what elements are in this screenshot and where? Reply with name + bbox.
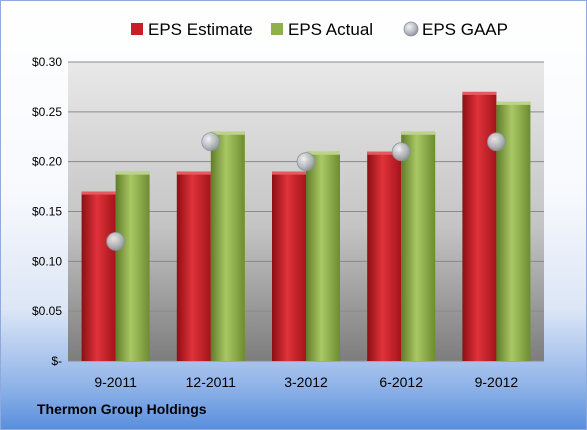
bar-eps-actual [306,151,340,361]
x-tick-label: 12-2011 [186,374,237,390]
x-tick-label: 9-2011 [94,374,137,390]
bar-top-eps-estimate [272,171,306,175]
bar-top-eps-actual [401,131,436,135]
bar-eps-actual [115,171,150,361]
bar-top-eps-estimate [81,191,116,195]
company-name: Thermon Group Holdings [37,401,207,417]
legend: EPS Estimate EPS Actual EPS GAAP [131,20,508,39]
plot-area: $- $0.05 $0.10 $0.15 $0.20 $0.25 $0.30 9-2011 12… [32,55,544,390]
bar-eps-estimate [367,151,402,361]
legend-label: EPS Actual [288,20,373,39]
marker-eps-gaap [106,231,125,251]
y-tick-label: $- [51,354,62,368]
bar-top-eps-estimate [367,151,402,155]
marker-eps-gaap [486,132,506,152]
bar-eps-estimate [462,91,497,362]
x-tick-label: 3-2012 [284,374,328,390]
marker-eps-gaap [296,152,316,172]
x-tick-label: 9-2012 [475,374,519,390]
y-tick-label: $0.30 [32,55,62,69]
x-tick-label: 6-2012 [379,374,423,390]
bar-eps-estimate [272,171,306,361]
y-tick-label: $0.20 [32,155,62,169]
legend-label: EPS Estimate [148,20,253,39]
marker-eps-gaap [201,132,221,152]
y-tick-label: $0.10 [32,254,62,268]
bar-top-eps-estimate [176,171,211,175]
y-tick-label: $0.25 [32,105,62,119]
bar-top-eps-estimate [462,91,497,95]
bar-eps-actual [210,131,245,361]
y-tick-label: $0.15 [32,205,62,219]
bar-top-eps-actual [210,131,245,135]
bar-eps-estimate [176,171,211,361]
bar-eps-actual [401,131,436,361]
legend-swatch-eps-actual [271,23,283,35]
bar-eps-estimate [81,191,116,361]
legend-swatch-eps-gaap [403,21,419,37]
bar-top-eps-actual [306,151,340,155]
legend-swatch-eps-estimate [131,23,143,35]
marker-eps-gaap [391,142,411,162]
y-tick-label: $0.05 [32,304,62,318]
legend-label: EPS GAAP [422,20,508,39]
bar-top-eps-actual [115,171,150,175]
bar-top-eps-actual [496,101,531,105]
